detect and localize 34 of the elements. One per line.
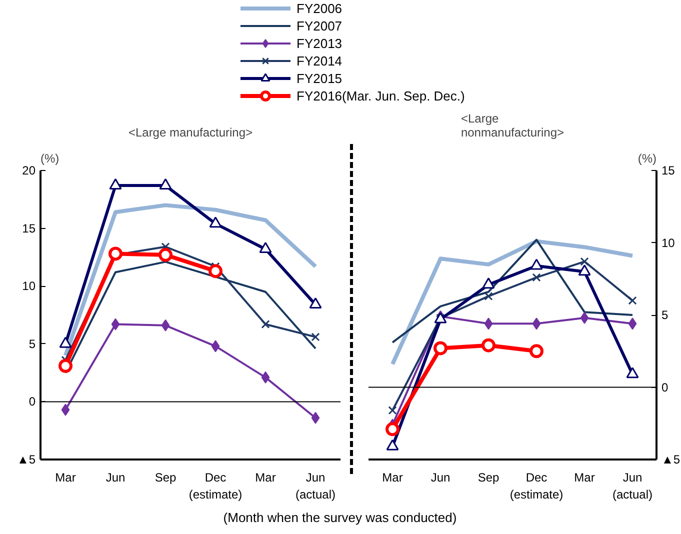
- y-tick-label: 5: [662, 308, 668, 322]
- x-tick-label: Mar: [382, 470, 403, 484]
- x-tick-label: Jun: [106, 470, 126, 484]
- y-tick-label: 20: [22, 164, 36, 178]
- y-axis-title: (%): [638, 152, 657, 166]
- x-tick-label: Sep: [154, 470, 176, 484]
- y-tick-label: 15: [22, 221, 36, 236]
- x-tick-label: Mar: [574, 470, 595, 484]
- legend-label: FY2006: [296, 1, 342, 16]
- y-tick-label: 10: [662, 236, 676, 250]
- y-tick-label: ▲5: [662, 452, 680, 466]
- y-tick-label: 0: [662, 380, 668, 394]
- chart-title: <Large nonmanufacturing>: [460, 112, 564, 140]
- x-tick-label: Mar: [55, 470, 76, 484]
- y-axis-title: (%): [40, 152, 60, 166]
- legend-label: FY2007: [296, 18, 342, 34]
- chart-title: <Large manufacturing>: [128, 126, 253, 140]
- y-tick-label: 5: [28, 336, 36, 351]
- x-axis-title: (Month when the survey was conducted): [223, 509, 457, 527]
- x-tick-label: Sep: [478, 470, 500, 484]
- y-tick-label: 15: [662, 164, 676, 178]
- x-tick-label: Jun (actual): [612, 470, 653, 502]
- legend-label: FY2015: [296, 71, 342, 86]
- legend-label: FY2016(Mar. Jun. Sep. Dec.): [296, 88, 465, 104]
- x-tick-label: Dec (estimate): [510, 470, 564, 502]
- x-tick-label: Jun: [430, 470, 450, 484]
- x-tick-label: Dec (estimate): [188, 470, 242, 502]
- y-tick-label: 10: [22, 279, 36, 294]
- y-tick-label: ▲5: [16, 452, 36, 466]
- legend-label: FY2013: [296, 36, 342, 51]
- x-tick-label: Jun (actual): [295, 470, 336, 502]
- x-tick-label: Mar: [255, 470, 276, 484]
- legend-label: FY2014: [296, 54, 342, 68]
- y-tick-label: 0: [28, 394, 36, 409]
